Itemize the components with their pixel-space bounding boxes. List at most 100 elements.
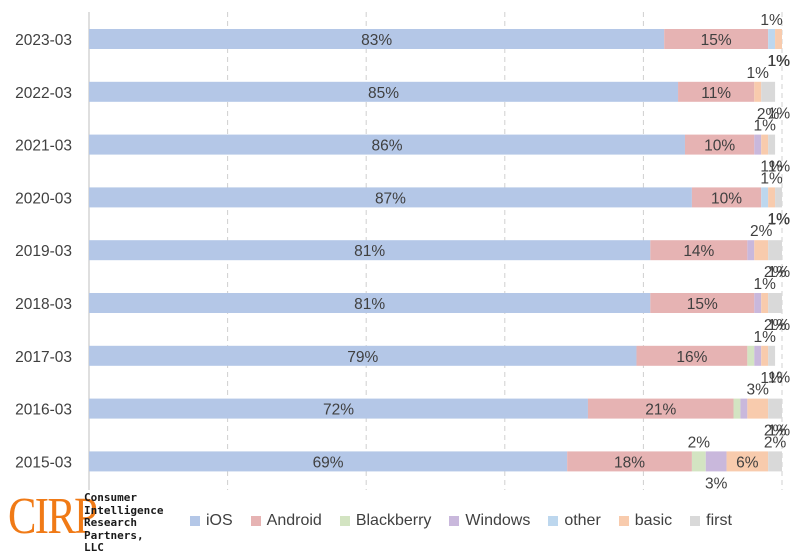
bar-segment [678, 81, 755, 102]
cirp-logo: CIRP Consumer Intelligence Research Part… [8, 488, 168, 554]
data-label: 2% [750, 223, 773, 240]
legend-item-windows: Windows [449, 512, 530, 530]
data-label: 1% [768, 53, 791, 70]
category-label: 2016-03 [15, 402, 72, 419]
bar-segment [761, 187, 769, 208]
data-label: 1% [768, 422, 791, 439]
data-label: 1% [768, 106, 791, 123]
category-label: 2017-03 [15, 349, 72, 366]
legend-swatch [250, 516, 261, 526]
logo-line-3: Research [84, 516, 137, 529]
bar-segment [768, 29, 776, 49]
data-label: 18% [614, 454, 645, 471]
bar-segment [754, 81, 762, 102]
bar-segment [650, 293, 755, 313]
bar-segment [567, 451, 692, 472]
data-label: 2% [757, 106, 780, 123]
bar-segment [650, 240, 748, 261]
data-label: 86% [371, 138, 402, 155]
data-label: 1% [768, 264, 791, 281]
data-label: 85% [368, 85, 399, 102]
data-label: 6% [736, 454, 759, 471]
bar-segment [705, 451, 727, 472]
bar-segment [726, 451, 769, 472]
bar-segment [89, 240, 651, 261]
legend-label: first [706, 512, 732, 529]
data-label: 83% [361, 32, 392, 49]
bar-segment [768, 398, 782, 419]
legend-swatch [618, 516, 629, 526]
legend-swatch [449, 516, 460, 526]
category-label: 2022-03 [15, 85, 72, 102]
data-label: 1% [768, 211, 791, 228]
bar-segment [754, 134, 762, 155]
bar-segment [89, 451, 568, 472]
data-label: 1% [760, 370, 783, 387]
category-label: 2015-03 [15, 454, 72, 471]
bar-segment [754, 240, 769, 261]
bar-segment [89, 134, 685, 155]
data-label: 3% [705, 475, 728, 492]
bar-segment [754, 345, 762, 366]
data-label: 1% [753, 118, 776, 135]
data-label: 10% [704, 138, 735, 155]
data-label: 81% [354, 243, 385, 260]
bar-segment [740, 398, 748, 419]
bar-segment [768, 345, 776, 366]
data-label: 1% [768, 158, 791, 175]
bar-segment [89, 81, 679, 102]
bar-segment [747, 240, 755, 261]
bar-segment [691, 451, 706, 472]
bar-segment [664, 29, 769, 49]
legend-item-ios: iOS [190, 512, 233, 530]
data-label: 1% [768, 370, 791, 387]
data-label: 2% [764, 317, 787, 334]
bar-segment [747, 345, 755, 366]
legend-swatch [548, 516, 559, 526]
category-label: 2023-03 [15, 32, 72, 49]
legend-label: other [564, 512, 601, 529]
data-label: 2% [764, 423, 787, 440]
bar-segment [775, 29, 782, 49]
data-label: 15% [701, 32, 732, 49]
legend-label: Android [266, 512, 322, 529]
legend-label: basic [634, 512, 673, 529]
data-label: 2% [764, 264, 787, 281]
legend-item-basic: basic [618, 512, 673, 530]
bar-segment [684, 134, 755, 155]
legend-label: iOS [206, 512, 233, 529]
bar-segment [768, 451, 782, 472]
bar-segment [768, 134, 776, 155]
bar-segment [733, 398, 741, 419]
legend-item-other: other [548, 512, 601, 530]
bar-segment [775, 187, 782, 208]
cirp-logo-text: Consumer Intelligence Research Partners,… [84, 491, 168, 555]
legend-item-blackberry: Blackberry [339, 512, 431, 530]
category-label: 2019-03 [15, 243, 72, 260]
legend-item-android: Android [250, 512, 322, 530]
category-label: 2018-03 [15, 296, 72, 313]
logo-line-1: Consumer [84, 491, 137, 504]
cirp-logo-mark: CIRP [8, 488, 98, 545]
data-label: 2% [688, 434, 711, 451]
bar-segment [768, 240, 782, 261]
bar-segment [587, 398, 734, 419]
data-label: 1% [753, 276, 776, 293]
data-label: 1% [760, 159, 783, 176]
legend-item-first: first [690, 512, 732, 530]
category-label: 2021-03 [15, 138, 72, 155]
data-label: 11% [701, 85, 731, 102]
data-label: 81% [354, 296, 385, 313]
data-label: 1% [753, 329, 776, 346]
data-label: 1% [768, 317, 791, 334]
legend-swatch [190, 516, 200, 526]
data-label: 79% [347, 349, 378, 366]
bar-segment [761, 293, 769, 313]
data-label: 1% [747, 65, 770, 82]
data-label: 16% [676, 349, 707, 366]
legend-swatch [339, 516, 350, 526]
bar-segment [768, 187, 776, 208]
data-label: 1% [767, 53, 790, 70]
data-label: 72% [323, 402, 354, 419]
bar-segment [89, 398, 588, 419]
